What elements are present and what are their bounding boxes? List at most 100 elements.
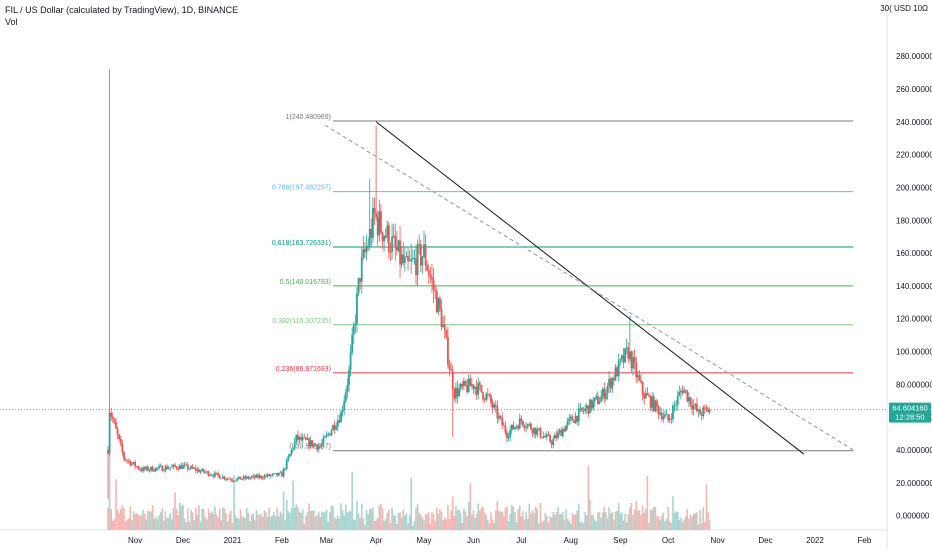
volume-bar bbox=[427, 512, 430, 530]
candle-body bbox=[373, 207, 376, 214]
volume-bar bbox=[434, 521, 436, 530]
volume-bar bbox=[697, 523, 700, 530]
candle-body bbox=[447, 337, 449, 365]
volume-bar bbox=[678, 520, 681, 530]
volume-bar bbox=[309, 511, 312, 530]
volume-bar bbox=[487, 519, 489, 530]
candle-body bbox=[190, 466, 192, 469]
candle-body bbox=[456, 387, 459, 397]
volume-indicator-label[interactable]: Vol bbox=[5, 17, 18, 27]
volume-bar bbox=[287, 511, 290, 530]
candle-body bbox=[218, 475, 221, 479]
volume-bar bbox=[554, 514, 556, 530]
candle-body bbox=[153, 471, 156, 472]
candle-body bbox=[182, 465, 184, 469]
volume-bar bbox=[119, 509, 122, 530]
candle-body bbox=[628, 351, 631, 360]
price-axis-menu[interactable]: 30( USD 10Ω bbox=[880, 4, 928, 13]
candle-body bbox=[250, 476, 253, 478]
volume-bar bbox=[266, 516, 269, 530]
candle-body bbox=[158, 466, 160, 468]
volume-bar bbox=[153, 518, 156, 530]
candle-body bbox=[667, 414, 670, 421]
volume-bar bbox=[482, 506, 484, 530]
volume-bar bbox=[574, 514, 577, 530]
volume-bar bbox=[169, 513, 172, 530]
candle-body bbox=[131, 463, 133, 466]
candle-body bbox=[573, 420, 575, 423]
candle-body bbox=[474, 386, 476, 389]
volume-bar bbox=[380, 503, 382, 530]
volume-bar bbox=[269, 516, 272, 530]
candle-body bbox=[552, 438, 555, 445]
volume-bar bbox=[622, 520, 625, 530]
volume-bar bbox=[175, 509, 178, 530]
candle-body bbox=[228, 478, 231, 480]
candle-body bbox=[252, 475, 255, 477]
volume-bar bbox=[560, 514, 563, 530]
volume-bar bbox=[652, 506, 655, 530]
candle-body bbox=[113, 419, 116, 422]
candle-body bbox=[697, 409, 700, 412]
volume-bar bbox=[708, 519, 711, 530]
candle-body bbox=[194, 468, 197, 471]
candle-body bbox=[319, 446, 322, 448]
candle-body bbox=[223, 476, 226, 480]
volume-bar bbox=[381, 508, 384, 530]
candle-body bbox=[644, 393, 647, 399]
candle-body bbox=[346, 385, 349, 393]
volume-bar bbox=[533, 513, 535, 530]
candle-body bbox=[668, 418, 671, 421]
candle-body bbox=[234, 480, 237, 482]
volume-bar bbox=[625, 522, 628, 530]
volume-bar bbox=[155, 516, 157, 530]
volume-bar bbox=[536, 508, 539, 530]
volume-bar bbox=[480, 507, 483, 530]
volume-bar bbox=[609, 513, 612, 530]
candle-body bbox=[611, 377, 614, 389]
candle-body bbox=[504, 425, 507, 433]
volume-bar bbox=[688, 518, 690, 530]
volume-bar bbox=[113, 519, 116, 530]
volume-bar bbox=[325, 509, 328, 530]
candle-body bbox=[581, 407, 583, 411]
candle-body bbox=[137, 466, 140, 469]
candle-body bbox=[185, 464, 188, 466]
candle-body bbox=[477, 382, 480, 395]
volume-bar bbox=[506, 506, 508, 530]
candle-body bbox=[354, 323, 357, 326]
candle-body bbox=[705, 407, 708, 409]
volume-bar bbox=[426, 514, 428, 530]
candle-body bbox=[482, 392, 484, 400]
candle-body bbox=[352, 325, 355, 335]
volume-bar bbox=[198, 505, 200, 530]
volume-bar bbox=[676, 511, 679, 530]
volume-bar bbox=[185, 522, 187, 530]
price-tick-label: 200.000000 bbox=[896, 183, 932, 192]
volume-bar bbox=[429, 523, 432, 530]
volume-bar bbox=[699, 509, 701, 530]
candle-body bbox=[560, 430, 563, 437]
volume-bar bbox=[501, 511, 503, 530]
volume-bar bbox=[222, 507, 224, 530]
volume-bar bbox=[236, 518, 239, 530]
candle-body bbox=[490, 395, 492, 403]
candle-body bbox=[641, 382, 644, 395]
volume-bar bbox=[705, 484, 708, 530]
candle-body bbox=[139, 468, 141, 470]
candle-body bbox=[151, 466, 154, 472]
candle-body bbox=[526, 424, 529, 428]
symbol-title[interactable]: FIL / US Dollar (calculated by TradingVi… bbox=[5, 5, 239, 15]
volume-bar bbox=[268, 507, 270, 530]
volume-bar bbox=[368, 508, 371, 530]
candle-body bbox=[309, 440, 312, 447]
candle-body bbox=[229, 479, 232, 481]
price-tick-label: 180.000000 bbox=[896, 216, 932, 225]
volume-bar bbox=[546, 515, 548, 530]
candle-body bbox=[225, 478, 227, 480]
volume-bar bbox=[298, 511, 301, 530]
candle-body bbox=[111, 416, 114, 420]
candle-body bbox=[676, 395, 679, 405]
